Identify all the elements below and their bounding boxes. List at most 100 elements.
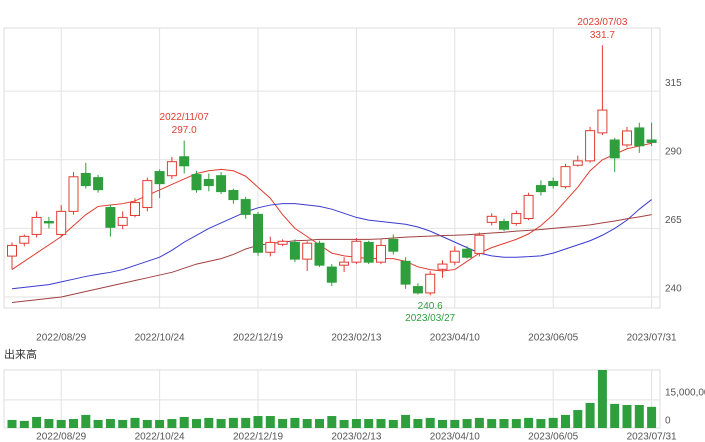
x-tick-label: 2022/12/19	[233, 432, 283, 442]
volume-bar	[81, 414, 91, 428]
x-tick-label: 2023/04/10	[430, 333, 480, 344]
candle-body	[179, 156, 190, 167]
candle-body	[289, 241, 300, 260]
volume-bar	[487, 419, 497, 428]
volume-bar	[401, 414, 411, 428]
candle-body	[412, 286, 423, 294]
candle-body	[142, 180, 153, 209]
annotation-value: 331.7	[590, 30, 615, 41]
volume-bar	[585, 402, 595, 428]
candle-body	[425, 273, 436, 294]
candle-body	[117, 216, 128, 226]
volume-bar	[302, 419, 312, 428]
candle-body	[388, 238, 399, 252]
candle-body	[376, 244, 386, 263]
candle-body	[486, 215, 497, 223]
volume-bar	[278, 419, 288, 428]
volume-bar	[499, 419, 509, 428]
candle-body	[474, 234, 485, 254]
candle-body	[130, 202, 140, 216]
volume-bar	[253, 416, 263, 428]
volume-bar	[315, 419, 324, 428]
x-tick-label: 2023/02/13	[331, 432, 381, 442]
volume-bar	[536, 419, 546, 428]
volume-bar	[327, 416, 337, 428]
candle-body	[31, 216, 42, 235]
volume-bar	[192, 419, 201, 428]
candle-body	[363, 241, 374, 263]
candle-body	[437, 263, 448, 270]
annotation-value: 240.6	[418, 301, 443, 312]
candle-body	[56, 210, 67, 235]
x-tick-label: 2022/10/24	[135, 432, 185, 442]
candle-body	[277, 240, 288, 245]
moving-average	[11, 199, 652, 290]
volume-bar	[56, 419, 66, 428]
volume-bar	[265, 416, 275, 428]
x-tick-label: 2023/06/05	[528, 432, 578, 442]
volume-bar	[155, 419, 165, 428]
candle-body	[585, 130, 596, 162]
volume-bar	[228, 417, 238, 428]
candle-body	[166, 161, 177, 177]
candle-body	[511, 213, 522, 224]
x-tick-label: 2022/08/29	[36, 333, 86, 344]
volume-bar	[351, 419, 361, 428]
candle-body	[462, 248, 473, 258]
candle-body	[105, 207, 116, 228]
candle-body	[400, 260, 411, 285]
volume-bar	[573, 410, 583, 428]
volume-bar	[413, 419, 423, 428]
volume-bar	[622, 404, 632, 428]
volume-bar	[130, 417, 140, 428]
volume-bar	[425, 417, 435, 428]
moving-average	[11, 214, 652, 304]
volume-bar	[216, 419, 226, 428]
volume-bar	[93, 419, 103, 428]
volume-bar	[388, 419, 398, 428]
x-tick-label: 2022/08/29	[36, 432, 86, 442]
volume-bar	[462, 419, 472, 428]
x-tick-label: 2022/10/24	[135, 333, 185, 344]
x-tick-label: 2023/07/31	[627, 432, 677, 442]
candle-body	[449, 250, 460, 263]
candle-body	[302, 242, 313, 260]
annotation-date: 2022/11/07	[160, 112, 210, 123]
annotation-date: 2023/07/03	[577, 17, 627, 28]
volume-bar	[44, 419, 54, 428]
volume-bar	[105, 419, 115, 428]
volume-bar	[69, 419, 78, 428]
annotation-value: 297.0	[172, 125, 197, 136]
candle-body	[646, 139, 657, 143]
volume-bar	[548, 417, 558, 428]
y-tick-label: 0	[665, 416, 671, 427]
y-tick-label: 240	[665, 284, 682, 295]
candle-body	[351, 240, 362, 263]
volume-bar	[32, 416, 42, 428]
candle-body	[339, 261, 350, 266]
volume-bar	[241, 417, 251, 428]
candle-body	[326, 266, 337, 283]
volume-title: 出来高	[4, 347, 37, 361]
candle-body	[93, 177, 104, 191]
y-tick-label: 315	[665, 78, 682, 89]
volume-bar	[450, 419, 460, 428]
volume-bar	[376, 419, 386, 428]
annotation-date: 2023/03/27	[405, 313, 455, 324]
price-frame	[3, 27, 661, 309]
candle-body	[7, 244, 17, 257]
candle-body	[499, 221, 509, 230]
y-tick-label: 290	[665, 146, 682, 157]
volume-bar	[19, 420, 29, 428]
x-tick-label: 2023/04/10	[430, 432, 480, 442]
candle-body	[19, 235, 30, 244]
volume-bar	[290, 417, 300, 428]
x-tick-label: 2022/12/19	[233, 333, 283, 344]
volume-bar	[142, 419, 152, 428]
volume-bar	[597, 370, 607, 428]
volume-bar	[7, 419, 17, 428]
x-tick-label: 2023/02/13	[331, 333, 381, 344]
volume-bar	[511, 419, 521, 428]
volume-bar	[610, 403, 620, 428]
